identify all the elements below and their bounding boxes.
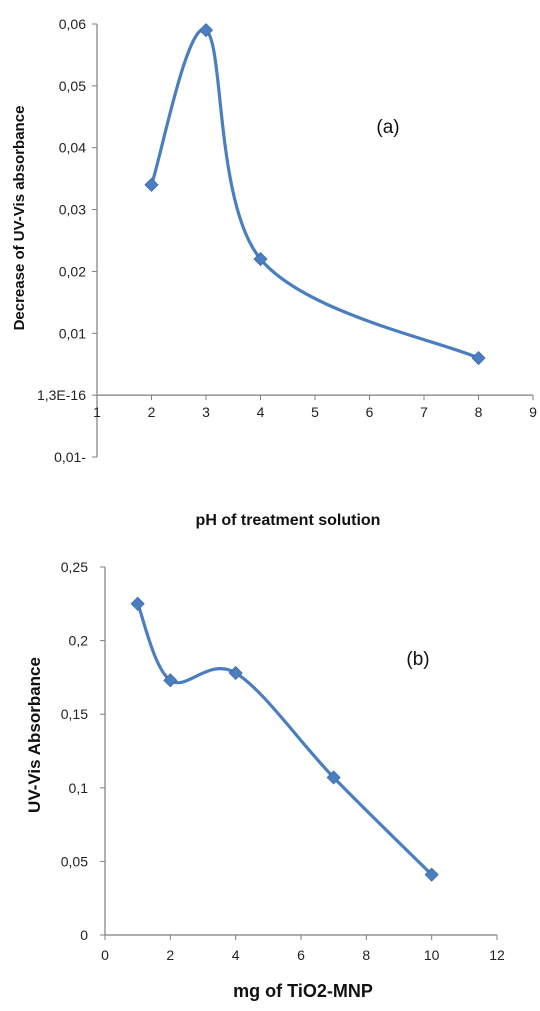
x-tick-label: 8 — [475, 404, 483, 420]
y-tick-label: 0,05 — [59, 78, 86, 94]
chart-panel-b: (b) UV-Vis Absorbance mg of TiO2-MNP 0 0,… — [25, 559, 505, 1001]
y-tick-label: 0,25 — [61, 559, 88, 575]
x-tick-label: 1 — [93, 404, 101, 420]
data-point-marker — [228, 665, 243, 681]
x-axis-title-a: pH of treatment solution — [196, 512, 381, 529]
y-tick-label: 0,05 — [61, 853, 88, 869]
y-tick-label: 0,01- — [54, 449, 86, 465]
y-tick-label: 0,06 — [59, 16, 86, 32]
x-tick-label: 3 — [202, 404, 210, 420]
data-point-marker — [253, 251, 268, 267]
x-tick-label: 0 — [101, 947, 109, 963]
x-tick-label: 9 — [529, 404, 537, 420]
y-tick-label: 1,3E-16 — [37, 387, 86, 403]
data-point-marker — [163, 673, 178, 688]
x-tick-label: 6 — [366, 404, 374, 420]
x-tick-label: 2 — [166, 947, 174, 963]
series-line — [136, 602, 434, 877]
y-tick-label: 0,04 — [59, 140, 86, 156]
x-tick-label: 6 — [297, 947, 305, 963]
x-tick-label: 4 — [232, 947, 240, 963]
y-tick-label: 0 — [80, 927, 88, 943]
data-point-marker — [471, 350, 486, 366]
series-line — [149, 28, 481, 360]
y-tick-label: 0,01 — [59, 325, 86, 341]
x-axis-title-b: mg of TiO2-MNP — [233, 981, 373, 1001]
y-axis-title-a: Decrease of UV-Vis absorbance — [11, 106, 28, 331]
data-point-marker — [424, 867, 439, 882]
panel-label-a: (a) — [376, 117, 399, 138]
data-point-marker — [144, 177, 159, 192]
x-tick-label: 7 — [420, 404, 428, 420]
data-point-marker — [130, 596, 145, 611]
y-tick-label: 0,02 — [59, 263, 86, 279]
x-tick-label: 5 — [311, 404, 319, 420]
x-tick-label: 12 — [489, 947, 505, 963]
y-tick-label: 0,1 — [69, 780, 89, 796]
x-tick-label: 10 — [424, 947, 440, 963]
x-tick-label: 2 — [148, 404, 156, 420]
y-axis-title-b: UV-Vis Absorbance — [25, 657, 44, 813]
data-point-marker — [198, 23, 214, 38]
panel-label-b: (b) — [406, 649, 429, 670]
x-tick-label: 8 — [362, 947, 370, 963]
y-tick-label: 0,15 — [61, 706, 88, 722]
y-tick-label: 0,2 — [69, 633, 89, 649]
chart-panel-a: (a) Decrease of UV-Vis absorbance pH of … — [11, 16, 537, 529]
data-point-marker — [326, 770, 341, 785]
x-tick-label: 4 — [257, 404, 265, 420]
y-tick-label: 0,03 — [59, 202, 86, 218]
